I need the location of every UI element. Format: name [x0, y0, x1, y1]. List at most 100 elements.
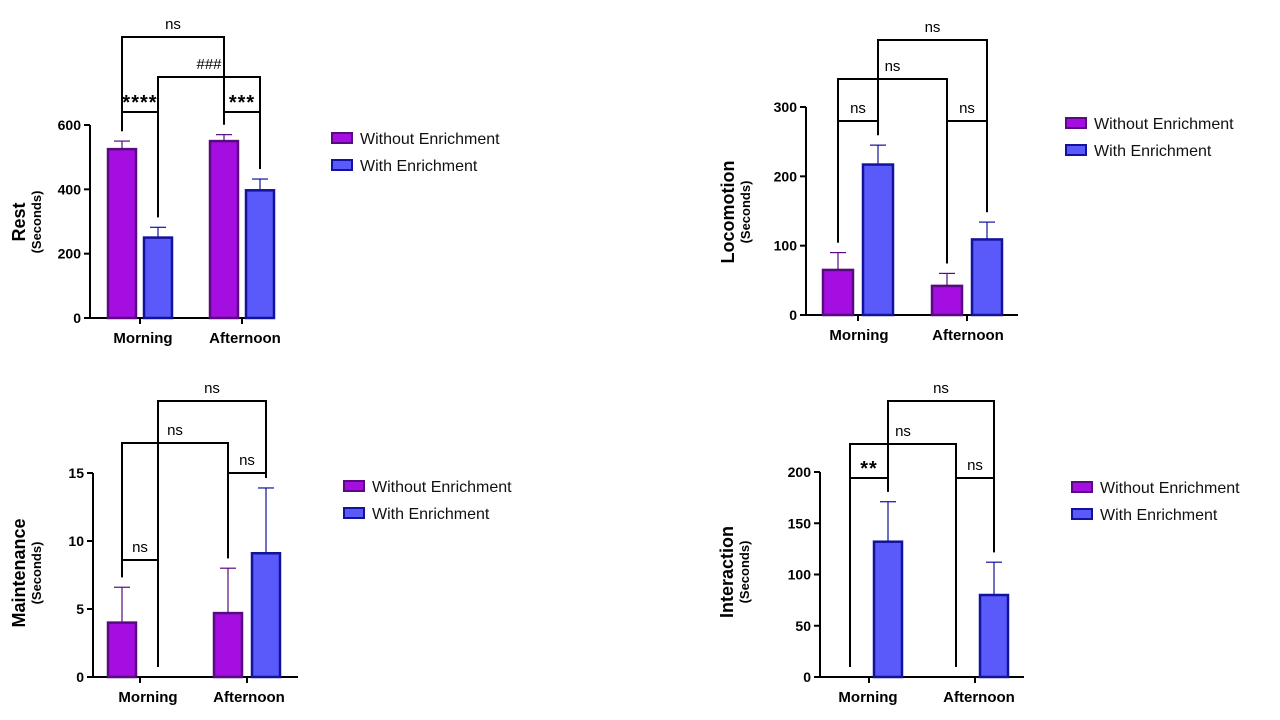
- legend-label-without: Without Enrichment: [1100, 480, 1240, 497]
- significance-label: ns: [967, 457, 983, 474]
- legend-swatch-with: [331, 159, 353, 171]
- y-axis-unit: (Seconds): [737, 541, 752, 604]
- significance-label: ****: [122, 92, 157, 114]
- category-label: Afternoon: [209, 330, 281, 347]
- y-axis-label: Rest (Seconds): [9, 191, 44, 254]
- y-tick-label: 400: [58, 181, 82, 197]
- significance-bracket: [887, 400, 995, 553]
- significance-label: ns: [925, 19, 941, 36]
- significance-label: ns: [165, 16, 181, 33]
- y-axis-title: Locomotion: [718, 161, 738, 264]
- y-axis-title: Interaction: [717, 526, 737, 618]
- legend-label-without: Without Enrichment: [360, 131, 500, 148]
- legend: Without Enrichment With Enrichment: [1065, 116, 1234, 160]
- category-label: Morning: [118, 689, 177, 706]
- legend-label-with: With Enrichment: [360, 158, 478, 175]
- y-axis-label: Maintenance (Seconds): [9, 518, 44, 627]
- bar-without-0: [106, 621, 138, 679]
- y-tick-label: 200: [788, 464, 812, 480]
- locomotion-chart: 0 100 200 300 Morning Afternoon ns ns ns ns Locomo…: [718, 19, 1234, 344]
- bar-with-1: [250, 551, 282, 679]
- y-tick-label: 100: [788, 567, 812, 583]
- legend-swatch-without: [343, 480, 365, 492]
- y-tick-label: 0: [803, 669, 811, 685]
- category-label: Morning: [113, 330, 172, 347]
- significance-label: ###: [196, 56, 222, 73]
- significance-bracket: [121, 36, 225, 132]
- category-label: Afternoon: [943, 689, 1015, 706]
- significance-bracket: [157, 76, 261, 218]
- legend: Without Enrichment With Enrichment: [1071, 480, 1240, 524]
- legend-swatch-without: [1065, 117, 1087, 129]
- y-tick-label: 100: [774, 238, 798, 254]
- bar-without-0: [821, 268, 855, 317]
- y-axis-label: Locomotion (Seconds): [718, 161, 753, 264]
- significance-label: ns: [204, 380, 220, 397]
- bar-with-1: [970, 238, 1004, 317]
- legend-label-with: With Enrichment: [1100, 507, 1218, 524]
- y-tick-label: 0: [76, 669, 84, 685]
- significance-label: ns: [959, 100, 975, 117]
- significance-bracket: [121, 442, 229, 578]
- legend-label-with: With Enrichment: [1094, 143, 1212, 160]
- legend: Without Enrichment With Enrichment: [343, 479, 512, 523]
- y-tick-label: 5: [76, 601, 84, 617]
- y-tick-label: 15: [68, 465, 84, 481]
- significance-label: ***: [229, 92, 255, 114]
- y-tick-label: 10: [68, 533, 84, 549]
- significance-label: ns: [895, 423, 911, 440]
- legend-swatch-with: [343, 507, 365, 519]
- y-tick-label: 200: [774, 168, 798, 184]
- legend-label-without: Without Enrichment: [372, 479, 512, 496]
- category-label: Morning: [838, 689, 897, 706]
- y-tick-label: 600: [58, 117, 82, 133]
- significance-bracket: [837, 78, 948, 264]
- legend-label-without: Without Enrichment: [1094, 116, 1234, 133]
- significance-label: ns: [850, 100, 866, 117]
- significance-label: ns: [239, 452, 255, 469]
- legend-swatch-without: [1071, 481, 1093, 493]
- interaction-chart: 0 50 100 150 200 Morning Afternoon ** ns ns ns Inte…: [717, 380, 1240, 706]
- significance-bracket: [849, 443, 957, 667]
- y-tick-label: 150: [788, 515, 812, 531]
- y-axis-unit: (Seconds): [738, 181, 753, 244]
- y-tick-label: 200: [58, 246, 82, 262]
- significance-label: ns: [132, 539, 148, 556]
- significance-bracket: [877, 39, 988, 213]
- y-axis-title: Rest: [9, 202, 29, 241]
- significance-label: ns: [885, 58, 901, 75]
- category-label: Afternoon: [932, 327, 1004, 344]
- significance-bracket: [227, 472, 267, 559]
- legend-swatch-with: [1071, 508, 1093, 520]
- y-tick-label: 0: [789, 307, 797, 323]
- bar-with-1: [978, 593, 1010, 679]
- legend-swatch-with: [1065, 144, 1087, 156]
- bar-without-0: [106, 147, 138, 320]
- y-axis-label: Interaction (Seconds): [717, 526, 752, 618]
- significance-bracket: [157, 400, 267, 667]
- bar-with-0: [861, 163, 895, 317]
- category-label: Morning: [829, 327, 888, 344]
- bar-with-1: [244, 189, 276, 320]
- legend-label-with: With Enrichment: [372, 506, 490, 523]
- bar-with-0: [142, 236, 174, 320]
- y-tick-label: 300: [774, 99, 798, 115]
- y-axis-unit: (Seconds): [29, 191, 44, 254]
- bar-without-1: [930, 284, 964, 317]
- legend-swatch-without: [331, 132, 353, 144]
- significance-label: ns: [167, 422, 183, 439]
- maintenance-chart: 0 5 10 15 Morning Afternoon ns ns ns ns Maintenanc…: [9, 380, 512, 706]
- significance-label: ns: [933, 380, 949, 397]
- significance-label: **: [860, 458, 878, 480]
- y-axis-unit: (Seconds): [29, 542, 44, 605]
- bar-without-1: [212, 611, 244, 679]
- y-tick-label: 50: [795, 618, 811, 634]
- category-label: Afternoon: [213, 689, 285, 706]
- y-tick-label: 0: [73, 310, 81, 326]
- bar-without-1: [208, 139, 240, 320]
- bar-with-0: [872, 540, 904, 679]
- y-axis-title: Maintenance: [9, 518, 29, 627]
- legend: Without Enrichment With Enrichment: [331, 131, 500, 175]
